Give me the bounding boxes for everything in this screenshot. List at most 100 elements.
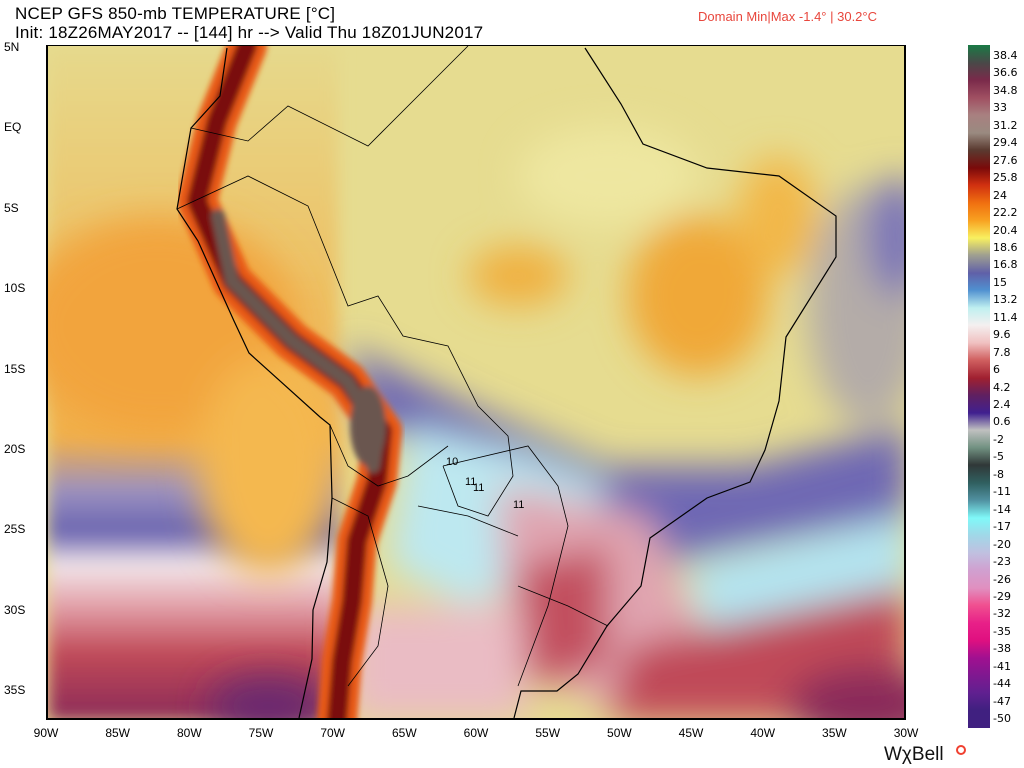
colorbar-label: -32 bbox=[993, 607, 1011, 621]
contour-label: 11 bbox=[513, 499, 524, 511]
colorbar-label: 13.2 bbox=[993, 293, 1018, 307]
colorbar-swatch bbox=[968, 395, 990, 413]
colorbar-label: -50 bbox=[993, 712, 1011, 726]
contour-label: 11 bbox=[465, 476, 476, 488]
wxbell-logo: WχBell bbox=[884, 744, 944, 765]
colorbar-label: 25.8 bbox=[993, 171, 1018, 185]
colorbar-swatch bbox=[968, 80, 990, 98]
longitude-label: 80W bbox=[176, 726, 202, 740]
colorbar-swatch bbox=[968, 237, 990, 255]
colorbar-swatch bbox=[968, 115, 990, 133]
colorbar-label: -14 bbox=[993, 502, 1011, 516]
colorbar-label: 22.2 bbox=[993, 206, 1018, 220]
temperature-map: 10 11 11 11 bbox=[46, 45, 906, 720]
colorbar-label: -29 bbox=[993, 589, 1011, 603]
coastline bbox=[176, 47, 837, 718]
colorbar-label: 9.6 bbox=[993, 328, 1011, 342]
colorbar-swatch bbox=[968, 360, 990, 378]
colorbar-swatch bbox=[968, 185, 990, 203]
colorbar-swatch bbox=[968, 500, 990, 518]
colorbar-label: -17 bbox=[993, 520, 1011, 534]
colorbar-label: 7.8 bbox=[993, 345, 1011, 359]
colorbar-swatch bbox=[968, 552, 990, 570]
colorbar-swatch bbox=[968, 535, 990, 553]
colorbar-label: 4.2 bbox=[993, 380, 1011, 394]
colorbar-swatch bbox=[968, 692, 990, 710]
colorbar-label: 16.8 bbox=[993, 258, 1018, 272]
longitude-label: 35W bbox=[822, 726, 847, 740]
colorbar-swatch bbox=[968, 657, 990, 675]
colorbar-label: 18.6 bbox=[993, 240, 1018, 254]
map-title: NCEP GFS 850-mb TEMPERATURE [°C] bbox=[15, 4, 336, 23]
contour-labels: 10 11 11 11 bbox=[446, 456, 524, 511]
contour-label: 10 bbox=[446, 456, 458, 468]
colorbar-label: -5 bbox=[993, 450, 1004, 464]
colorbar-swatch bbox=[968, 465, 990, 483]
colorbar-label: 38.4 bbox=[993, 49, 1018, 62]
longitude-label: 30W bbox=[893, 726, 919, 740]
longitude-label: 85W bbox=[105, 726, 130, 740]
colorbar-label: -44 bbox=[993, 677, 1011, 691]
latitude-label: 5N bbox=[4, 40, 20, 54]
latitude-label: 5S bbox=[4, 200, 19, 215]
colorbar-label: -20 bbox=[993, 537, 1011, 551]
colorbar-label: 6 bbox=[993, 363, 1000, 377]
colorbar-label: 33 bbox=[993, 101, 1007, 115]
colorbar-swatch bbox=[968, 307, 990, 325]
colorbar-swatch bbox=[968, 167, 990, 185]
colorbar-label: -38 bbox=[993, 642, 1011, 656]
colorbar-label: -2 bbox=[993, 432, 1004, 446]
colorbar-label: 27.6 bbox=[993, 153, 1018, 167]
colorbar-swatch bbox=[968, 570, 990, 588]
colorbar-label: -41 bbox=[993, 659, 1011, 673]
colorbar-label: -11 bbox=[993, 485, 1011, 499]
colorbar-swatch bbox=[968, 587, 990, 605]
colorbar-swatch bbox=[968, 132, 990, 150]
colorbar-swatch bbox=[968, 517, 990, 535]
colorbar bbox=[968, 45, 990, 728]
latitude-label: 30S bbox=[4, 602, 26, 617]
logo-dot-icon bbox=[956, 745, 966, 755]
colorbar-label: 2.4 bbox=[993, 398, 1011, 411]
colorbar-label: 0.6 bbox=[993, 415, 1011, 429]
longitude-label: 90W bbox=[33, 726, 59, 740]
temperature-field: 10 11 11 11 bbox=[48, 46, 904, 718]
latitude-label: EQ bbox=[4, 120, 22, 135]
longitude-label: 45W bbox=[678, 726, 704, 740]
longitude-label: 55W bbox=[535, 726, 561, 740]
colorbar-swatch bbox=[968, 220, 990, 238]
colorbar-label: 24 bbox=[993, 188, 1007, 202]
colorbar-label: 20.4 bbox=[993, 223, 1018, 237]
colorbar-swatch bbox=[968, 377, 990, 395]
colorbar-swatch bbox=[968, 255, 990, 273]
colorbar-label: 29.4 bbox=[993, 136, 1018, 150]
colorbar-swatch bbox=[968, 290, 990, 308]
colorbar-label: 11.4 bbox=[993, 310, 1018, 324]
colorbar-swatch bbox=[968, 342, 990, 360]
colorbar-label: -47 bbox=[993, 694, 1011, 708]
colorbar-swatch bbox=[968, 640, 990, 658]
longitude-label: 70W bbox=[320, 726, 346, 740]
colorbar-label: 31.2 bbox=[993, 118, 1018, 132]
colorbar-swatch bbox=[968, 412, 990, 430]
colorbar-swatch bbox=[968, 447, 990, 465]
colorbar-swatch bbox=[968, 272, 990, 290]
colorbar-swatch bbox=[968, 62, 990, 80]
colorbar-swatch bbox=[968, 605, 990, 623]
colorbar-label: -8 bbox=[993, 467, 1004, 481]
latitude-label: 10S bbox=[4, 281, 26, 296]
colorbar-label: -23 bbox=[993, 555, 1011, 569]
colorbar-label: -35 bbox=[993, 624, 1011, 638]
colorbar-swatch bbox=[968, 150, 990, 168]
colorbar-swatch bbox=[968, 622, 990, 640]
country-borders bbox=[176, 46, 609, 687]
latitude-label: 25S bbox=[4, 522, 26, 537]
latitude-label: 20S bbox=[4, 442, 26, 456]
colorbar-label: 15 bbox=[993, 275, 1007, 289]
longitude-label: 50W bbox=[607, 726, 632, 740]
colorbar-swatch bbox=[968, 45, 990, 63]
run-info: Init: 18Z26MAY2017 -- [144] hr --> Valid… bbox=[15, 23, 484, 42]
colorbar-swatch bbox=[968, 430, 990, 448]
latitude-label: 35S bbox=[4, 683, 26, 698]
longitude-label: 75W bbox=[248, 726, 274, 740]
